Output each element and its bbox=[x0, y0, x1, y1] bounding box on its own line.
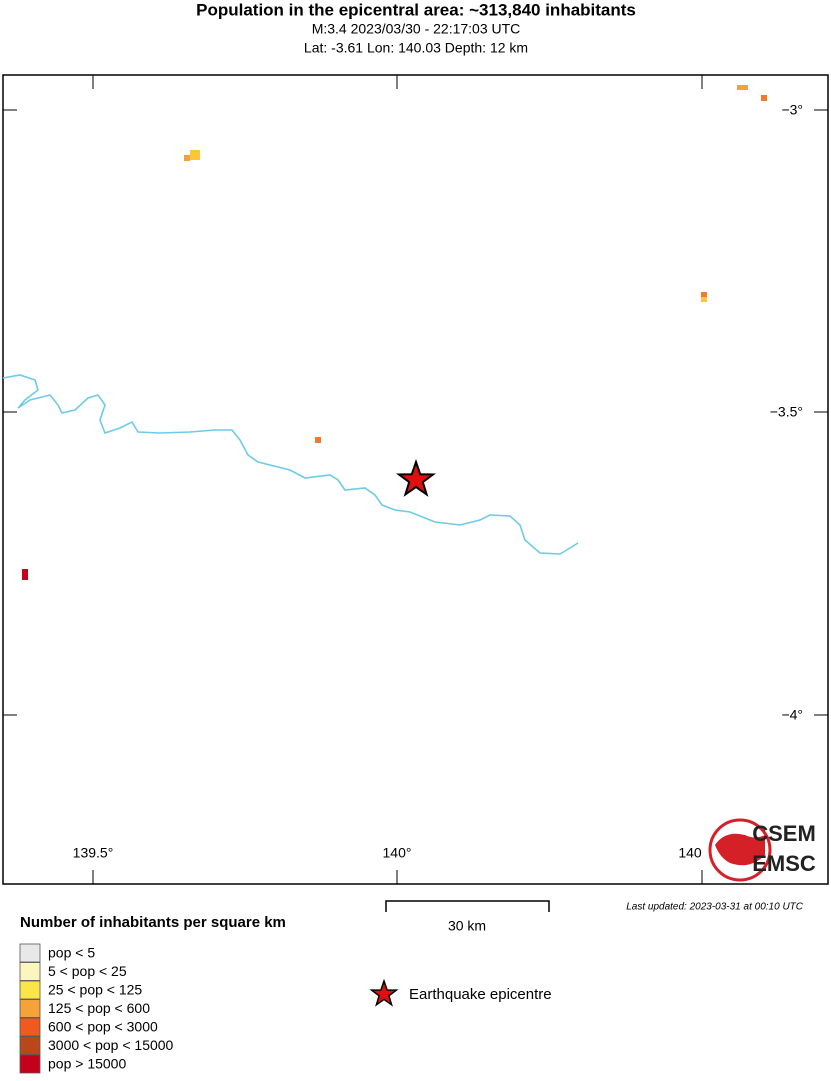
legend-label: Earthquake epicentre bbox=[409, 986, 552, 1003]
legend-swatch bbox=[19, 1017, 41, 1037]
population-cells bbox=[22, 85, 767, 580]
legend-swatch bbox=[19, 980, 41, 1000]
subtitle: Lat: -3.61 Lon: 140.03 Depth: 12 km bbox=[304, 40, 528, 56]
subtitle: M:3.4 2023/03/30 - 22:17:03 UTC bbox=[312, 21, 521, 37]
legend-star bbox=[369, 978, 399, 1007]
title: Population in the epicentral area: ~313,… bbox=[196, 0, 636, 19]
epicentre-star bbox=[395, 458, 437, 497]
legend: pop < 5 5 < pop < 25 25 < pop < 125 125 < p… bbox=[19, 943, 174, 1074]
lon-label: 139.5° bbox=[73, 845, 114, 861]
legend-label: 600 < pop < 3000 bbox=[48, 1019, 158, 1035]
logo: CSEM EMSC bbox=[708, 818, 816, 882]
lat-label: −3° bbox=[781, 102, 803, 118]
lat-label: −3.5° bbox=[770, 404, 803, 420]
legend-label: pop < 5 bbox=[48, 945, 95, 961]
legend-swatch bbox=[19, 1036, 41, 1055]
scale-label: 30 km bbox=[448, 918, 486, 934]
legend-swatch bbox=[19, 943, 41, 963]
last-updated: Last updated: 2023-03-31 at 00:10 UTC bbox=[626, 902, 804, 913]
logo-text: CSEM bbox=[752, 821, 816, 846]
legend-label: pop > 15000 bbox=[48, 1056, 126, 1072]
map: −3° −3.5° −4° 139.5° 140° 140 CSEM EMSC bbox=[2, 74, 829, 885]
legend-swatch bbox=[19, 1054, 41, 1074]
ticks bbox=[3, 75, 828, 884]
legend-label: 125 < pop < 600 bbox=[48, 1000, 150, 1016]
legend-label: 25 < pop < 125 bbox=[48, 982, 142, 998]
scale-bar: 30 km bbox=[385, 900, 550, 934]
legend-label: 5 < pop < 25 bbox=[48, 963, 127, 979]
legend-swatch bbox=[19, 962, 41, 981]
legend-label: 3000 < pop < 15000 bbox=[48, 1037, 174, 1053]
legend-swatch bbox=[19, 999, 41, 1018]
lon-label: 140° bbox=[383, 845, 412, 861]
legend-title: Number of inhabitants per square km bbox=[20, 914, 286, 931]
lon-label: 140 bbox=[678, 845, 702, 861]
logo-text: EMSC bbox=[752, 851, 816, 876]
river bbox=[2, 374, 579, 555]
lat-label: −4° bbox=[781, 707, 803, 723]
